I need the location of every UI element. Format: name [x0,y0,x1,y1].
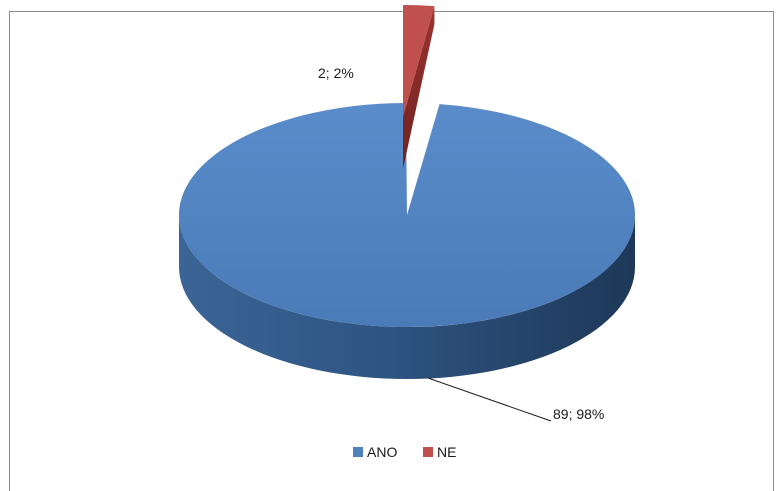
slice-ne-side [403,6,435,169]
slice-ano-side [179,215,635,379]
legend-swatch-ano [353,447,363,457]
slice-ne [403,5,435,117]
slice-ano [179,103,636,327]
data-label-ano: 89; 98% [553,406,604,422]
leader-line-ano [427,377,552,422]
legend-label-ano: ANO [367,444,397,460]
legend: ANO NE [353,444,456,460]
pie-slices [179,5,636,379]
data-label-ne: 2; 2% [318,65,354,81]
data-labels: 89; 98% 2; 2% [318,65,604,422]
legend-label-ne: NE [437,444,456,460]
legend-swatch-ne [423,447,433,457]
